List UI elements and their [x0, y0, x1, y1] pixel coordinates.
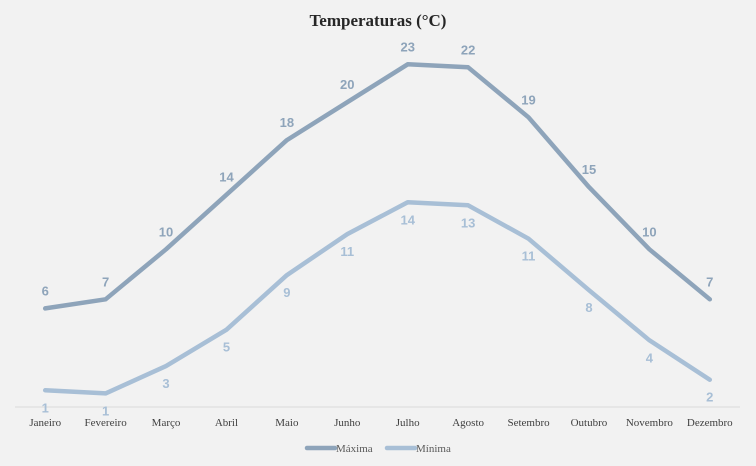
data-label: 10 — [642, 224, 656, 239]
chart-title: Temperaturas (°C) — [310, 11, 447, 30]
x-tick-label: Março — [152, 417, 181, 429]
data-label: 13 — [461, 215, 475, 230]
x-tick-label: Maio — [275, 417, 299, 429]
data-label: 4 — [646, 350, 654, 365]
legend-label: Mínima — [416, 443, 451, 455]
data-label: 14 — [219, 170, 234, 185]
data-label: 14 — [400, 212, 415, 227]
data-label: 10 — [159, 224, 173, 239]
data-label: 11 — [340, 244, 354, 259]
x-tick-label: Abril — [215, 417, 238, 429]
data-label: 8 — [585, 300, 592, 315]
x-tick-label: Novembro — [626, 417, 674, 429]
data-label: 11 — [522, 249, 536, 264]
x-tick-label: Agosto — [452, 417, 484, 429]
x-tick-label: Julho — [396, 417, 420, 429]
data-label: 20 — [340, 77, 354, 92]
data-label: 23 — [400, 39, 414, 54]
series-line-maxima — [42, 62, 713, 311]
x-tick-label: Dezembro — [687, 417, 733, 429]
data-label: 7 — [706, 274, 713, 289]
x-tick-label: Outubro — [571, 417, 608, 429]
data-label: 1 — [102, 403, 109, 418]
series-line-minima — [42, 200, 713, 396]
data-label: 1 — [42, 400, 49, 415]
data-label: 19 — [521, 92, 535, 107]
x-tick-label: Setembro — [507, 417, 550, 429]
data-label: 5 — [223, 340, 230, 355]
data-label: 18 — [280, 115, 294, 130]
x-tick-label: Janeiro — [29, 417, 61, 429]
data-label: 22 — [461, 42, 475, 57]
data-label: 15 — [582, 162, 596, 177]
data-label: 3 — [162, 376, 169, 391]
x-tick-label: Junho — [334, 417, 361, 429]
data-label: 7 — [102, 274, 109, 289]
legend-label: Máxima — [336, 443, 373, 455]
data-label: 6 — [42, 283, 49, 298]
data-label: 2 — [706, 390, 713, 405]
data-label: 9 — [283, 285, 290, 300]
x-tick-label: Fevereiro — [85, 417, 128, 429]
